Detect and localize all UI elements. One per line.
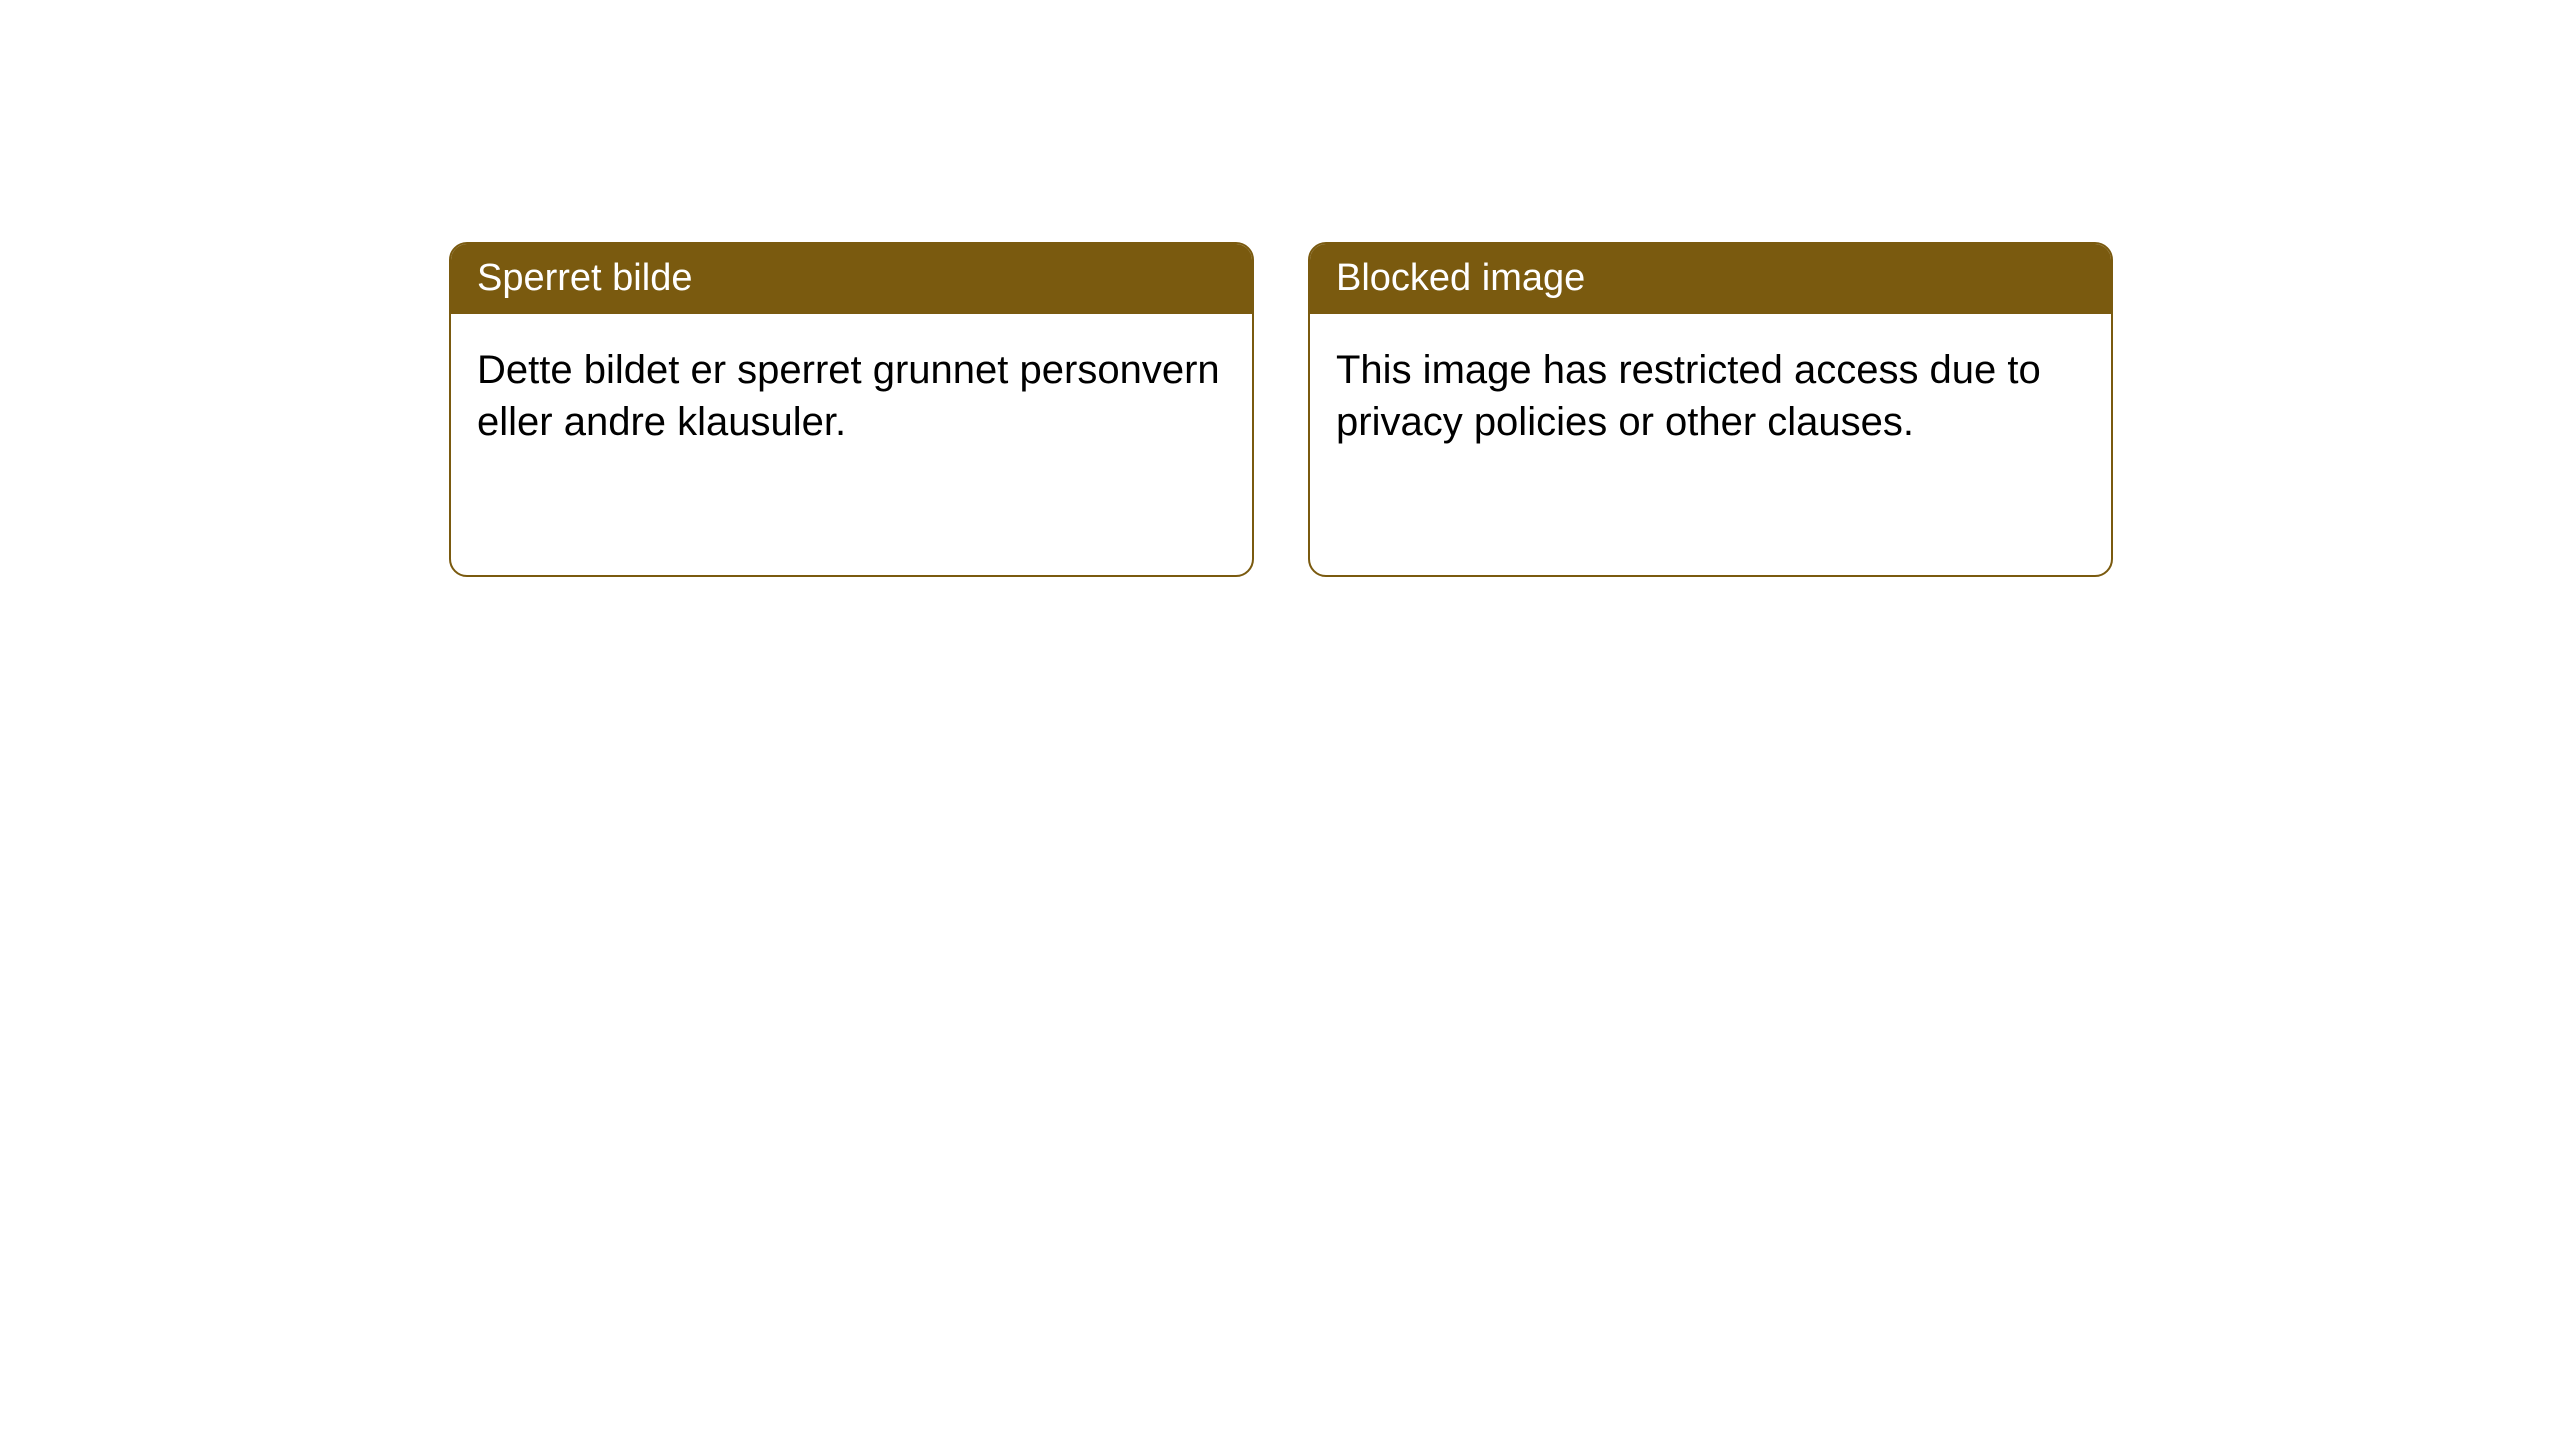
notice-body-english: This image has restricted access due to … bbox=[1310, 314, 2111, 575]
notice-title-norwegian: Sperret bilde bbox=[451, 244, 1252, 314]
notice-card-norwegian: Sperret bilde Dette bildet er sperret gr… bbox=[449, 242, 1254, 577]
notice-card-english: Blocked image This image has restricted … bbox=[1308, 242, 2113, 577]
notice-title-english: Blocked image bbox=[1310, 244, 2111, 314]
notice-body-norwegian: Dette bildet er sperret grunnet personve… bbox=[451, 314, 1252, 575]
notice-container: Sperret bilde Dette bildet er sperret gr… bbox=[449, 242, 2113, 577]
